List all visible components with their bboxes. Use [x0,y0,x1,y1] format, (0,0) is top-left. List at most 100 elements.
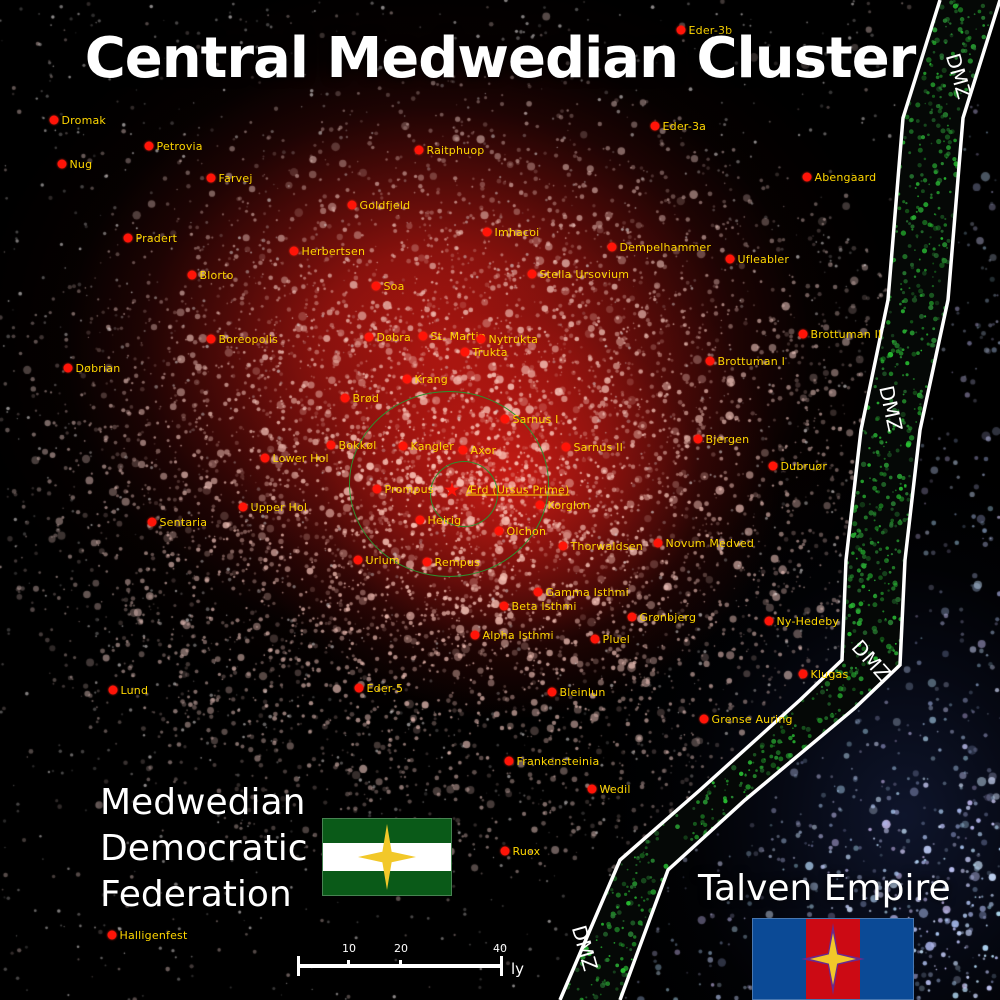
star-system-marker[interactable]: Blorto [187,270,233,281]
star-system-marker[interactable]: Grønbjerg [627,612,696,623]
star-system-marker[interactable]: Halligenfest [107,930,187,941]
star-system-marker[interactable]: Eder-5 [354,683,403,694]
star-dot-icon [354,683,364,693]
star-system-marker[interactable]: Trukta [460,347,508,358]
star-dot-icon [533,587,543,597]
star-dot-icon [206,334,216,344]
star-system-marker[interactable]: Bokkøl [326,440,376,451]
dmz-star [902,393,905,396]
star-system-marker[interactable]: Beta Isthmi [499,601,576,612]
star-system-marker[interactable]: Stella Ursovium [527,269,629,280]
dmz-star [752,753,757,757]
star-system-marker[interactable]: Dromak [49,115,106,126]
star-system-marker[interactable]: Bleinlun [547,687,605,698]
star-system-marker[interactable]: Døbra [364,332,411,343]
dmz-star [583,946,589,952]
star-system-marker[interactable]: Soa [371,281,404,292]
star-system-marker[interactable]: Eder-3a [650,121,706,132]
star-system-marker[interactable]: Dempelhammer [607,242,711,253]
dmz-star [901,348,905,352]
star-system-marker[interactable]: Ny-Hedeby [764,616,839,627]
dmz-star [748,769,751,772]
star-dot-icon [347,200,357,210]
dmz-star [857,588,862,593]
star-system-marker[interactable]: Eder-3b [676,25,732,36]
dmz-star [875,490,878,493]
star-system-marker[interactable]: Imhacoi [482,227,539,238]
star-system-marker[interactable]: Frankensteinia [504,756,599,767]
dmz-star [908,435,915,441]
star-system-marker[interactable]: Brød [340,393,379,404]
dmz-star [948,91,954,97]
star-system-marker[interactable]: Heirig [415,515,461,526]
star-system-marker[interactable]: Boreopolis [206,334,278,345]
star-system-marker[interactable]: Olchon [494,526,546,537]
star-system-marker[interactable]: Goldfjeld [347,200,410,211]
star-system-marker[interactable]: Dubruør [768,461,827,472]
star-system-marker[interactable]: Petrovia [144,141,203,152]
star-system-marker[interactable]: Lund [108,685,148,696]
dmz-star [630,920,636,926]
dmz-star [920,349,923,352]
star-system-label: Eder-3b [688,23,733,37]
star-system-marker[interactable]: Kangler [398,441,454,452]
star-system-marker[interactable]: Rempus [422,557,480,568]
star-system-marker[interactable]: Novum Medved [653,538,754,549]
dmz-star [867,651,872,656]
star-system-marker[interactable]: Sarnus II [561,442,623,453]
dmz-star [897,549,902,554]
star-system-marker[interactable]: Krang [402,374,448,385]
star-system-marker[interactable]: Raitphuop [414,145,484,156]
star-system-marker[interactable]: Alpha Isthmi [470,630,554,641]
star-system-marker[interactable]: Upper Hol [238,502,307,513]
dmz-star [904,114,910,120]
star-system-marker[interactable]: Brottuman II [798,329,881,340]
dmz-star [965,36,971,43]
dmz-star [887,619,894,626]
star-system-marker[interactable]: St. Martin [418,331,486,342]
capital-influence-ring-inner [430,461,498,527]
dmz-star [918,207,924,213]
star-system-marker[interactable]: Ruox [500,846,540,857]
dmz-star [932,163,938,169]
star-system-marker[interactable]: Pluel [590,634,630,645]
star-system-marker[interactable]: Klugas [798,669,848,680]
dmz-star [868,510,874,516]
dmz-star [881,346,884,349]
star-system-marker[interactable]: Nug [57,159,92,170]
dmz-star [947,21,950,24]
star-system-marker[interactable]: Sarnus I [500,414,558,425]
star-system-marker[interactable]: Prompus [372,484,434,495]
dmz-star [946,246,949,249]
star-system-marker[interactable]: Gamma Isthmi [533,587,629,598]
dmz-star [967,35,972,40]
star-system-marker[interactable]: Farvej [206,173,252,184]
dmz-star [891,407,898,414]
dmz-star [937,206,941,210]
star-system-marker[interactable]: Wedil [587,784,630,795]
star-system-marker[interactable]: Thorwaldsen [558,541,643,552]
star-system-marker[interactable]: Nytrukta [476,334,538,345]
star-system-marker[interactable]: Pradert [123,233,177,244]
dmz-star [894,511,900,517]
star-system-marker[interactable]: Lower Hol [260,453,329,464]
dmz-star [906,428,912,434]
star-system-marker[interactable]: Urlum [353,555,400,566]
star-system-marker[interactable]: Ufleabler [725,254,789,265]
dmz-star [902,271,907,276]
dmz-star [968,53,971,56]
star-system-marker[interactable]: Abengaard [802,172,876,183]
star-system-marker[interactable]: Herbertsen [289,246,365,257]
star-system-marker[interactable]: Korglon [535,500,590,511]
star-system-marker[interactable]: Bjergen [693,434,749,445]
star-system-marker[interactable]: Døbrian [63,363,120,374]
star-system-marker[interactable]: Grense Auring [699,714,792,725]
dmz-star [606,924,612,930]
dmz-star [861,662,866,667]
dmz-star [900,309,905,314]
star-system-marker[interactable]: Sentaria [147,517,207,528]
dmz-star [615,963,620,968]
star-system-marker[interactable]: Brottuman I [705,356,785,367]
star-system-marker[interactable]: Axor [458,445,496,456]
star-dot-icon [371,281,381,291]
